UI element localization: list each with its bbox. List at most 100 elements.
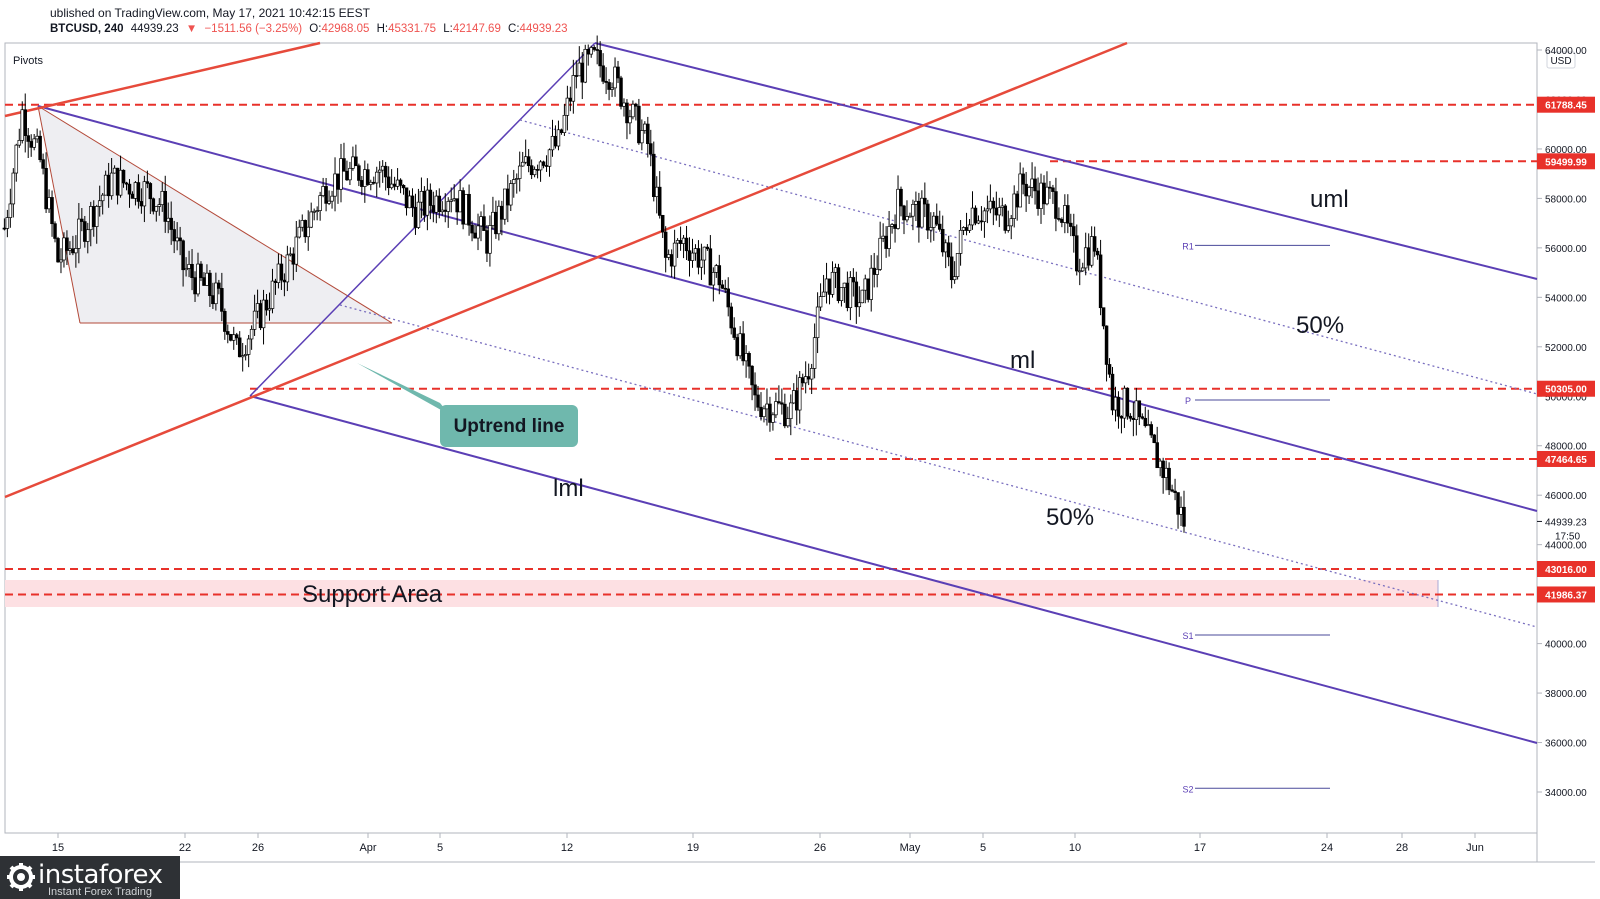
candle-body — [836, 267, 841, 301]
candle-body — [529, 165, 534, 176]
candle-body — [806, 376, 811, 380]
candle-body — [291, 253, 296, 265]
candle-body — [526, 156, 531, 167]
candle-body — [854, 281, 859, 308]
candle-body — [127, 183, 132, 195]
candle-body — [884, 235, 888, 249]
candle-body — [407, 195, 412, 209]
candle-body — [315, 210, 319, 212]
pivot-label: P — [1185, 396, 1191, 406]
candle-body — [506, 188, 510, 206]
candle-body — [118, 169, 123, 196]
price-level-tag — [1537, 96, 1595, 113]
candle-body — [759, 406, 763, 418]
candle-body — [136, 182, 141, 202]
candle-body — [726, 288, 730, 308]
candle-body — [342, 158, 346, 172]
candle-body — [803, 376, 808, 384]
candle-body — [562, 114, 567, 133]
upper-median-line — [594, 42, 1538, 280]
price-tick-label: 60000.00 — [1545, 145, 1587, 156]
currency-badge[interactable] — [1546, 51, 1576, 69]
candle-body — [366, 169, 370, 185]
gear-logo-icon — [7, 863, 35, 891]
time-tick-label: May — [900, 842, 921, 854]
indicator-label: Pivots — [13, 55, 43, 67]
time-tick-label: 5 — [980, 842, 986, 854]
candle-body — [744, 353, 748, 362]
price-tick-label: 34000.00 — [1545, 788, 1587, 799]
price-tick-label: 40000.00 — [1545, 640, 1587, 651]
price-level-tag — [1537, 153, 1595, 170]
price-tick-label: 48000.00 — [1545, 442, 1587, 453]
support-area-label: Support Area — [302, 581, 443, 608]
median-line — [37, 105, 1538, 512]
candle-body — [1176, 492, 1180, 515]
candle-body — [264, 299, 269, 311]
candle-body — [970, 207, 975, 226]
candle-body — [1128, 415, 1133, 419]
candle-body — [872, 267, 876, 275]
price-tick-label: 64000.00 — [1545, 46, 1587, 57]
candle-body — [1095, 250, 1100, 256]
candle-body — [59, 259, 63, 263]
candlestick-series — [2, 35, 1186, 533]
candle-body — [419, 190, 424, 203]
time-tick-label: Jun — [1466, 842, 1484, 854]
symbol-label: BTCUSD, 240 — [50, 23, 124, 35]
candle-body — [842, 282, 847, 288]
pivot-label: R1 — [1182, 241, 1194, 251]
candle-body — [1075, 235, 1079, 272]
candle-body — [53, 223, 57, 239]
candle-body — [240, 355, 245, 358]
candle-body — [592, 47, 596, 50]
candle-body — [869, 267, 873, 300]
published-text: ublished on TradingView.com, May 17, 202… — [50, 6, 370, 20]
candle-body — [181, 240, 185, 271]
candle-body — [839, 287, 844, 301]
candle-body — [458, 190, 462, 213]
candle-body — [246, 338, 251, 355]
candle-body — [5, 217, 10, 229]
candle-body — [440, 209, 445, 213]
candle-body — [383, 165, 388, 178]
candle-body — [1000, 205, 1005, 208]
candle-body — [413, 207, 418, 228]
candle-body — [750, 365, 754, 386]
candle-body — [577, 62, 582, 77]
candle-body — [151, 198, 156, 212]
candle-body — [389, 183, 394, 189]
candle-body — [777, 401, 781, 404]
price-level-tag — [1537, 380, 1595, 397]
candle-body — [199, 263, 203, 278]
candle-body — [77, 218, 81, 249]
candle-body — [208, 272, 212, 296]
candle-body — [443, 209, 447, 212]
candle-body — [163, 190, 167, 222]
close-value: 44939.23 — [519, 23, 568, 35]
candle-body — [765, 403, 769, 410]
time-axis[interactable]: 15 22 26 Apr 5 12 19 26 May 5 10 17 24 28 Jun — [52, 833, 1484, 854]
candle-body — [735, 337, 739, 357]
lower-fifty-percent-line — [339, 304, 1538, 628]
candle-body — [312, 210, 316, 213]
candle-body — [392, 183, 397, 187]
current-price-label: 44939.23 — [1545, 517, 1587, 528]
candle-body — [300, 220, 305, 228]
time-tick-label: 22 — [179, 842, 191, 854]
candle-body — [437, 195, 442, 213]
candle-body — [422, 190, 427, 216]
candle-body — [875, 268, 879, 275]
candle-body — [652, 153, 656, 198]
candle-body — [1182, 506, 1186, 527]
candle-body — [1149, 424, 1153, 436]
candle-body — [783, 403, 787, 427]
candle-body — [449, 199, 453, 202]
candle-body — [166, 217, 170, 222]
candle-body — [881, 235, 885, 239]
candle-body — [1125, 387, 1130, 417]
last-price: 44939.23 — [130, 23, 179, 35]
candle-body — [80, 218, 84, 222]
candle-body — [693, 248, 698, 254]
